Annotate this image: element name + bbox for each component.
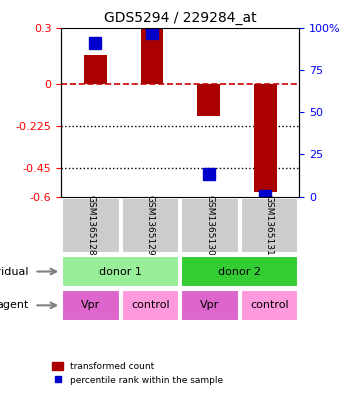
FancyBboxPatch shape <box>62 256 179 287</box>
Legend: transformed count, percentile rank within the sample: transformed count, percentile rank withi… <box>49 358 227 389</box>
Bar <box>197 84 220 116</box>
FancyBboxPatch shape <box>182 198 239 253</box>
Text: GSM1365129: GSM1365129 <box>146 195 155 256</box>
Text: Vpr: Vpr <box>81 300 101 310</box>
FancyBboxPatch shape <box>182 256 298 287</box>
Text: GSM1365128: GSM1365128 <box>86 195 96 256</box>
Text: donor 2: donor 2 <box>218 266 261 277</box>
Text: Vpr: Vpr <box>200 300 220 310</box>
Text: individual: individual <box>0 266 29 277</box>
FancyBboxPatch shape <box>62 198 120 253</box>
Bar <box>254 84 276 192</box>
FancyBboxPatch shape <box>241 198 298 253</box>
Text: control: control <box>131 300 170 310</box>
Bar <box>140 28 163 84</box>
FancyBboxPatch shape <box>62 290 120 321</box>
Text: GSM1365130: GSM1365130 <box>205 195 215 256</box>
Text: control: control <box>250 300 289 310</box>
FancyBboxPatch shape <box>182 290 239 321</box>
Bar <box>84 55 106 84</box>
Text: GSM1365131: GSM1365131 <box>265 195 274 256</box>
FancyBboxPatch shape <box>241 290 298 321</box>
Text: donor 1: donor 1 <box>99 266 142 277</box>
Title: GDS5294 / 229284_at: GDS5294 / 229284_at <box>104 11 256 25</box>
FancyBboxPatch shape <box>122 198 179 253</box>
FancyBboxPatch shape <box>122 290 179 321</box>
Text: agent: agent <box>0 300 29 310</box>
